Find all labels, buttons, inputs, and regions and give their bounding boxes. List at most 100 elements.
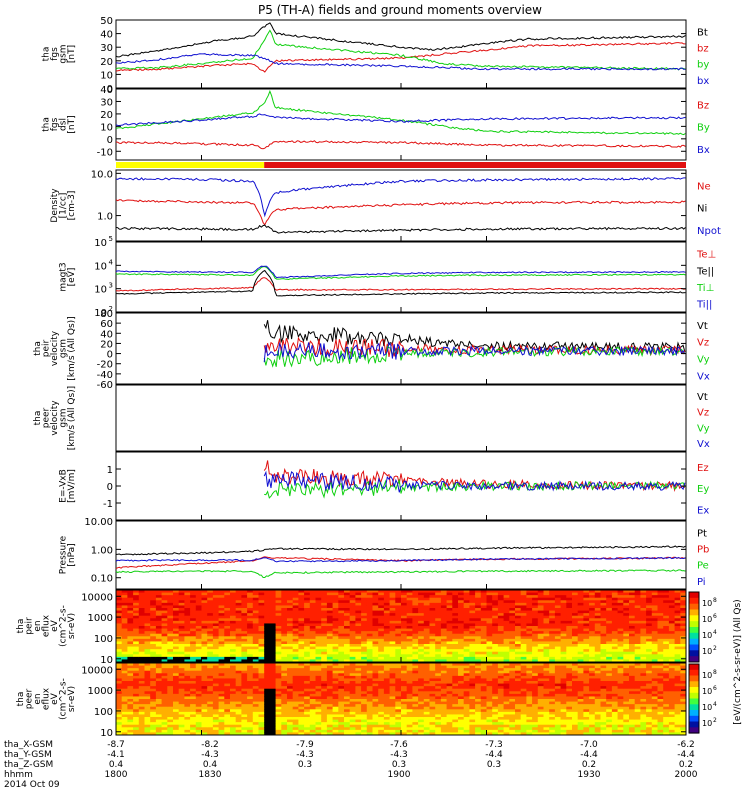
spectrogram-cell (195, 654, 202, 658)
spectrogram-cell (475, 628, 482, 632)
spectrogram-cell (406, 605, 413, 609)
spectrogram-cell (480, 663, 487, 666)
spectrogram-cell (241, 631, 248, 635)
spectrogram-cell (412, 717, 419, 720)
spectrogram-cell (623, 602, 630, 606)
spectrogram-cell (207, 727, 214, 731)
spectrogram-cell (275, 602, 282, 606)
spectrogram-cell (509, 633, 516, 637)
spectrogram-cell (503, 597, 510, 601)
spectrogram-cell (258, 696, 265, 700)
spectrogram-cell (383, 659, 390, 663)
spectrogram-cell (418, 649, 425, 653)
spectrogram-cell (326, 649, 333, 653)
spectrogram-cell (230, 590, 237, 593)
spectrogram-cell (492, 668, 499, 672)
ylabel-line: E=-VxB (59, 469, 69, 503)
spectrogram-cell (446, 719, 453, 723)
spectrogram-cell (161, 683, 168, 687)
spectrogram-cell (264, 626, 271, 629)
spectrogram-cell (355, 595, 362, 599)
spectrogram-cell (657, 597, 664, 601)
spectrogram-cell (663, 605, 670, 609)
spectrogram-cell (486, 724, 493, 728)
spectrogram-cell (401, 732, 408, 736)
spectrogram-cell (287, 615, 294, 619)
spectrogram-cell (332, 709, 339, 713)
spectrogram-cell (326, 688, 333, 692)
spectrogram-cell (252, 686, 259, 690)
spectrogram-cell (406, 665, 413, 669)
spectrogram-cell (492, 590, 499, 593)
spectrogram-cell (549, 590, 556, 593)
spectrogram-cell (440, 663, 447, 666)
spectrogram-cell (252, 709, 259, 713)
spectrogram-cell (657, 649, 664, 653)
spectrogram-cell (264, 706, 271, 710)
spectrogram-cell (401, 631, 408, 635)
spectrogram-cell (355, 665, 362, 669)
spectrogram-cell (121, 678, 128, 682)
spectrogram-cell (389, 688, 396, 692)
spectrogram-cell (218, 688, 225, 692)
spectrogram-cell (287, 709, 294, 713)
spectrogram-cell (452, 717, 459, 720)
spectrogram-cell (344, 717, 351, 720)
spectrogram-cell (412, 663, 419, 666)
spectrogram-cell (344, 615, 351, 619)
spectrogram-cell (503, 592, 510, 596)
spectrogram-cell (338, 638, 345, 642)
spectrogram-cell (127, 618, 134, 622)
spectrogram-cell (406, 719, 413, 723)
spectrogram-cell (440, 717, 447, 720)
spectrogram-cell (440, 714, 447, 718)
spectrogram-cell (537, 602, 544, 606)
spectrogram-cell (150, 646, 157, 650)
spectrogram-cell (167, 670, 174, 674)
spectrogram-cell (292, 696, 299, 700)
spectrogram-cell (663, 646, 670, 650)
spectrogram-cell (207, 654, 214, 658)
spectrogram-cell (355, 623, 362, 627)
spectrogram-cell (161, 665, 168, 669)
spectrogram-cell (378, 605, 385, 609)
panel-frame (115, 520, 687, 590)
spectrogram-cell (395, 696, 402, 700)
spectrogram-cell (452, 670, 459, 674)
spectrogram-cell (412, 597, 419, 601)
spectrogram-cell (509, 610, 516, 614)
spectrogram-cell (492, 709, 499, 713)
spectrogram-cell (281, 628, 288, 632)
spectrogram-cell (321, 597, 328, 601)
spectrogram-cell (611, 646, 618, 650)
spectrogram-cell (275, 727, 282, 731)
spectrogram-cell (116, 722, 123, 726)
spectrogram-cell (651, 649, 658, 653)
spectrogram-cell (566, 623, 573, 627)
spectrogram-cell (201, 592, 208, 596)
spectrogram-cell (372, 605, 379, 609)
spectrogram-cell (480, 719, 487, 723)
spectrogram-cell (201, 608, 208, 611)
spectrogram-cell (269, 727, 276, 731)
spectrogram-cell (264, 724, 271, 728)
y-tick-label: -1 (103, 499, 113, 510)
spectrogram-cell (554, 600, 561, 604)
spectrogram-cell (617, 610, 624, 614)
spectrogram-cell (583, 592, 590, 596)
spectrogram-cell (150, 709, 157, 713)
spectrogram-cell (412, 592, 419, 596)
spectrogram-cell (116, 724, 123, 728)
spectrogram-cell (355, 646, 362, 650)
spectrogram-cell (127, 688, 134, 692)
spectrogram-cell (349, 626, 356, 629)
spectrogram-cell (150, 688, 157, 692)
spectrogram-cell (600, 608, 607, 611)
spectrogram-cell (309, 706, 316, 710)
spectrogram-cell (133, 668, 140, 672)
spectrogram-cell (674, 654, 681, 658)
spectrogram-cell (663, 631, 670, 635)
spectrogram-cell (121, 663, 128, 666)
spectrogram-cell (195, 628, 202, 632)
